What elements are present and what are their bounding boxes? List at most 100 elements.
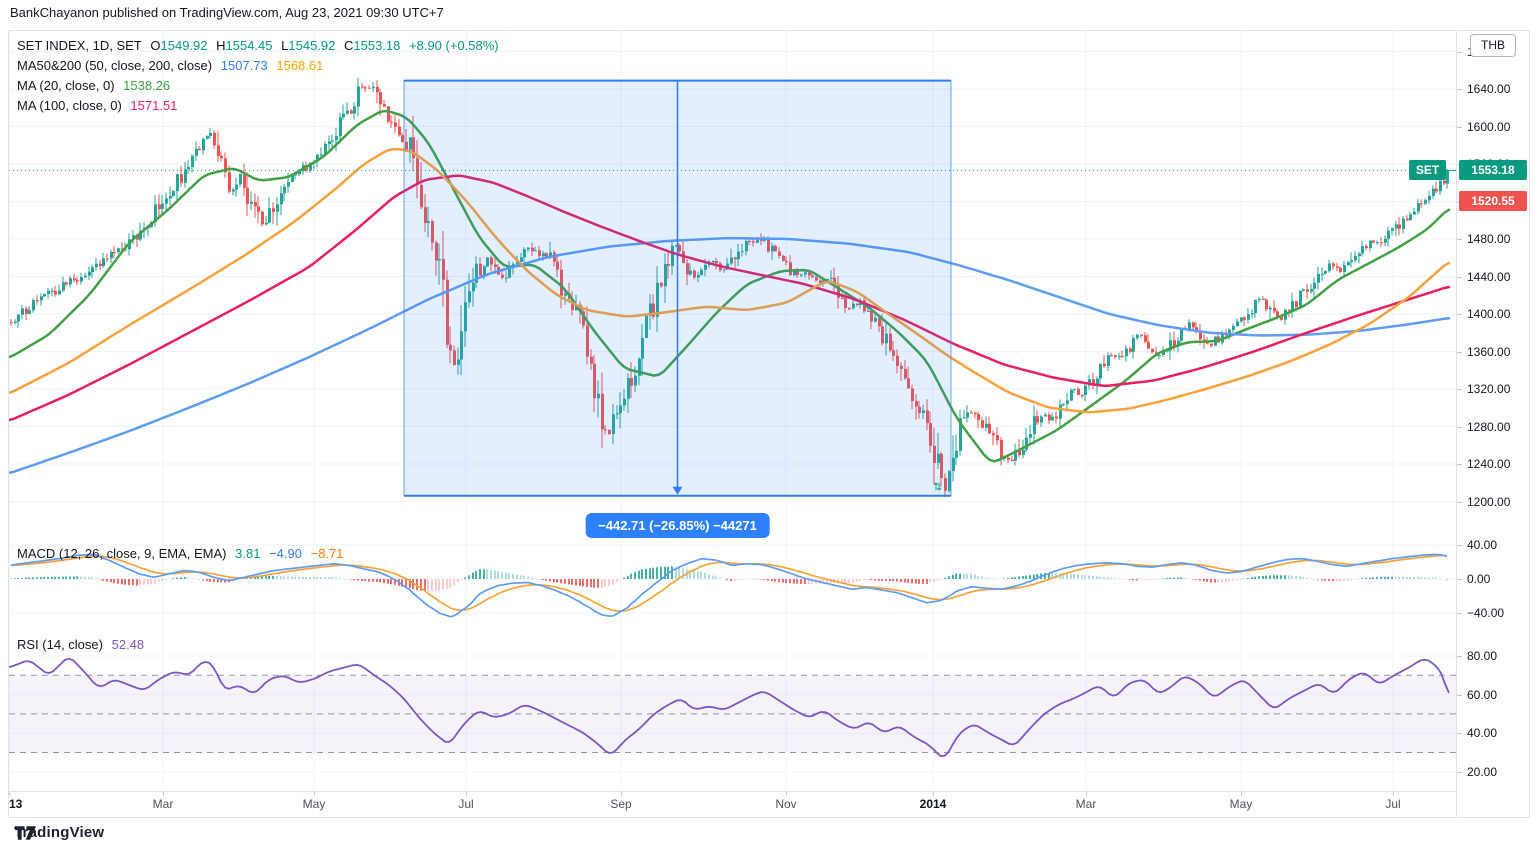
price-axis-label: 1280.00 xyxy=(1467,419,1511,434)
time-axis-tick xyxy=(1393,792,1394,796)
open-label: O xyxy=(150,38,161,53)
high-label: H xyxy=(216,38,226,53)
secondary-price-badge: 1520.55 xyxy=(1459,190,1527,211)
time-axis-label-sep: Sep xyxy=(610,797,632,811)
time-axis-tick xyxy=(1086,792,1087,796)
ma50-200-legend: MA50&200 (50, close, 200, close) 1507.73… xyxy=(17,58,328,73)
macd-main-line xyxy=(10,553,1448,618)
time-axis-label-nov: Nov xyxy=(775,797,797,811)
ma100-label: MA (100, close, 0) xyxy=(17,98,122,113)
macd-signal-value: −8.71 xyxy=(310,546,344,561)
macd-histogram-pos xyxy=(10,566,1393,579)
low-value: 1545.92 xyxy=(288,38,336,53)
price-scale[interactable]: THB 1553.18 1520.55 1680.001640.001600.0… xyxy=(1456,31,1529,817)
currency-toggle-button[interactable]: THB xyxy=(1470,34,1516,57)
rsi-axis-label: 40.00 xyxy=(1467,726,1498,741)
price-axis-label: 1360.00 xyxy=(1467,344,1511,359)
ma50-200-label: MA50&200 (50, close, 200, close) xyxy=(17,58,213,73)
time-axis-label-mar: Mar xyxy=(1075,797,1097,811)
change-value: +8.90 (+0.58%) xyxy=(409,38,499,53)
macd-signal-line xyxy=(10,554,1448,612)
axis-tick xyxy=(1457,501,1462,503)
macd-legend: MACD (12, 26, close, 9, EMA, EMA) 3.81 −… xyxy=(17,546,349,561)
rsi-legend: RSI (14, close) 52.48 xyxy=(17,637,149,652)
axis-tick xyxy=(1457,613,1462,614)
time-axis-label-may: May xyxy=(302,797,326,811)
axis-tick xyxy=(1457,464,1462,465)
measure-label[interactable]: −442.71 (−26.85%) −44271 xyxy=(585,512,770,538)
ma20-legend: MA (20, close, 0) 1538.26 xyxy=(17,78,175,93)
measure-resize-handle: ⇅ xyxy=(933,482,942,494)
ma50-line xyxy=(9,236,1451,475)
brand-name: TradingView xyxy=(14,824,105,841)
time-axis-label-jul: Jul xyxy=(458,797,474,811)
price-axis-label: 1640.00 xyxy=(1467,82,1511,96)
macd-hist-value: 3.81 xyxy=(235,546,261,561)
price-axis-label: 1320.00 xyxy=(1467,382,1511,396)
ma100-value: 1571.51 xyxy=(130,98,178,113)
axis-tick xyxy=(1457,771,1462,773)
price-axis-label: 1480.00 xyxy=(1467,232,1511,246)
time-axis-tick xyxy=(1241,792,1242,796)
price-axis-label: 1440.00 xyxy=(1467,269,1511,284)
ma100-line xyxy=(9,174,1451,422)
time-axis-tick xyxy=(9,792,10,796)
macd-axis-label: −40.00 xyxy=(1467,606,1505,620)
axis-tick xyxy=(1457,579,1462,580)
axis-tick xyxy=(1457,426,1462,428)
axis-tick xyxy=(1457,545,1462,546)
axis-tick xyxy=(1457,51,1462,53)
time-axis-label-may: May xyxy=(1229,797,1253,811)
brand-footer[interactable]: TradingView xyxy=(14,824,104,841)
macd-line-value: −4.90 xyxy=(269,546,302,561)
axis-tick xyxy=(1457,351,1462,353)
close-label: C xyxy=(344,38,354,53)
macd-axis-label: 0.00 xyxy=(1467,572,1491,586)
ma200-value: 1568.61 xyxy=(276,58,324,73)
ma20-label: MA (20, close, 0) xyxy=(17,78,115,93)
time-axis-label-jul: Jul xyxy=(1385,797,1401,811)
axis-tick xyxy=(1457,314,1462,315)
axis-tick xyxy=(1457,276,1462,278)
rsi-axis-label: 80.00 xyxy=(1467,649,1498,663)
symbol-legend: SET INDEX, 1D, SET O1549.92 H1554.45 L15… xyxy=(17,38,504,53)
time-axis-tick xyxy=(163,792,164,796)
time-scale[interactable]: 2013 Mar May Jul Sep Nov 2014 Mar May Jul xyxy=(9,791,1456,817)
ma20-value: 1538.26 xyxy=(123,78,171,93)
price-axis-label: 1240.00 xyxy=(1467,457,1511,471)
chart-plot-area[interactable]: ⇅ SET INDEX, 1D, SET O1549.92 H1554.45 L… xyxy=(9,31,1456,817)
rsi-value: 52.48 xyxy=(111,637,145,652)
chart-card: ⇅ SET INDEX, 1D, SET O1549.92 H1554.45 L… xyxy=(8,30,1530,818)
rsi-axis-label: 20.00 xyxy=(1467,764,1498,779)
time-axis-tick xyxy=(786,792,787,796)
time-axis-tick xyxy=(314,792,315,796)
macd-histogram-neg-light xyxy=(139,579,1356,592)
macd-label: MACD (12, 26, close, 9, EMA, EMA) xyxy=(17,546,227,561)
macd-histogram-neg xyxy=(99,579,1448,592)
close-value: 1553.18 xyxy=(353,38,401,53)
axis-tick xyxy=(1457,239,1462,240)
axis-tick xyxy=(1457,126,1462,128)
time-axis-label-2014: 2014 xyxy=(919,797,947,811)
price-pane[interactable]: ⇅ xyxy=(9,31,1456,542)
time-axis-tick xyxy=(466,792,467,796)
rsi-pane[interactable] xyxy=(9,633,1456,791)
price-axis-label: 1600.00 xyxy=(1467,119,1511,134)
rsi-label: RSI (14, close) xyxy=(17,637,103,652)
axis-tick xyxy=(1457,389,1462,390)
measure-arrow-head xyxy=(672,486,683,495)
rsi-band xyxy=(9,675,1456,753)
time-axis-label-2013: 2013 xyxy=(9,797,23,811)
rsi-axis-label: 60.00 xyxy=(1467,687,1498,702)
ma100-legend: MA (100, close, 0) 1571.51 xyxy=(17,98,182,113)
rsi-line xyxy=(9,657,1450,758)
ma20-line xyxy=(9,109,1451,463)
macd-axis-label: 40.00 xyxy=(1467,538,1498,552)
macd-pane[interactable] xyxy=(9,542,1456,633)
axis-tick xyxy=(1457,656,1462,657)
low-label: L xyxy=(281,38,289,53)
axis-tick xyxy=(1457,733,1462,735)
price-axis-label: 1200.00 xyxy=(1467,494,1511,509)
high-value: 1554.45 xyxy=(225,38,273,53)
